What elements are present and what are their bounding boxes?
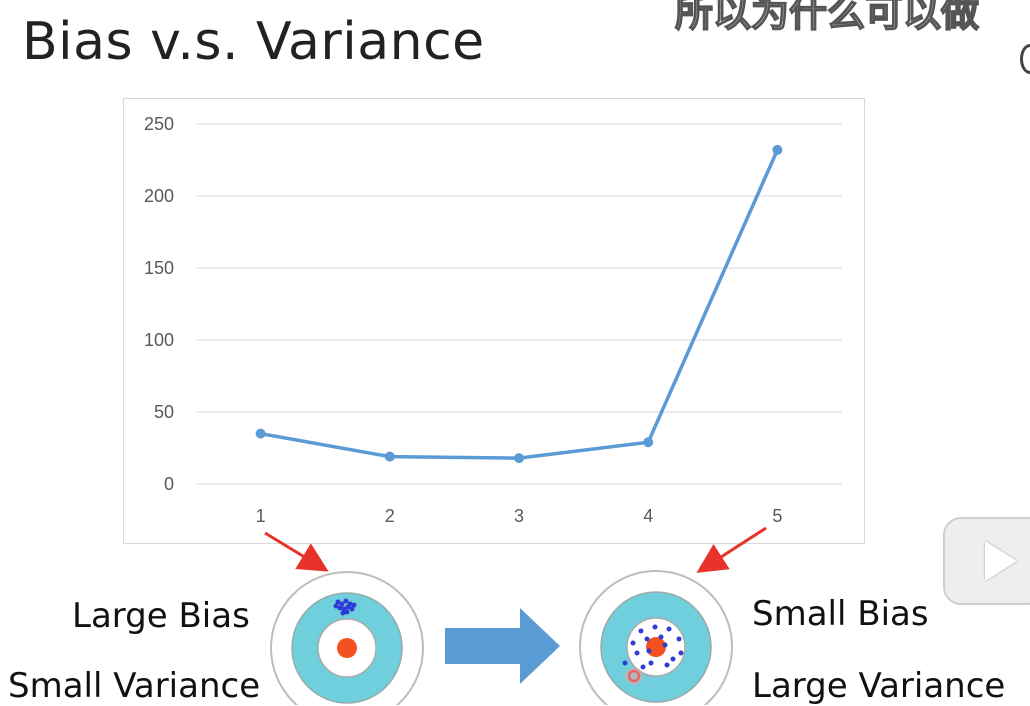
y-tick-label: 200 bbox=[144, 186, 174, 206]
y-tick-label: 0 bbox=[164, 474, 174, 494]
x-tick-label: 4 bbox=[643, 506, 653, 526]
arrow-to-point-1 bbox=[264, 531, 329, 572]
play-icon bbox=[985, 541, 1017, 581]
x-tick-label: 3 bbox=[514, 506, 524, 526]
right-target-dots bbox=[622, 624, 684, 670]
left-target bbox=[270, 571, 424, 705]
right-target bbox=[579, 570, 733, 705]
grid-layer bbox=[196, 123, 842, 485]
right-label-variance: Large Variance bbox=[752, 666, 1006, 706]
data-points bbox=[255, 144, 783, 464]
data-point bbox=[643, 437, 654, 448]
x-tick-labels: 1 2 3 4 5 bbox=[256, 506, 783, 526]
arrow-right-icon bbox=[445, 608, 560, 684]
left-target-dots bbox=[333, 598, 357, 616]
y-tick-label: 250 bbox=[144, 114, 174, 134]
left-label-bias: Large Bias bbox=[72, 596, 250, 636]
slide-title: Bias v.s. Variance bbox=[22, 12, 485, 72]
left-label-variance: Small Variance bbox=[8, 666, 261, 706]
data-point bbox=[772, 144, 783, 155]
data-point bbox=[514, 453, 524, 464]
x-tick-label: 5 bbox=[772, 506, 782, 526]
corner-mark bbox=[1020, 44, 1030, 74]
x-tick-label: 1 bbox=[256, 506, 266, 526]
y-tick-labels: 0 50 100 150 200 250 bbox=[144, 114, 174, 494]
y-tick-label: 50 bbox=[154, 402, 174, 422]
arrow-to-point-5 bbox=[696, 526, 767, 573]
right-label-bias: Small Bias bbox=[752, 594, 929, 634]
chart-svg: 0 50 100 150 200 250 1 2 3 4 5 bbox=[144, 114, 842, 526]
y-tick-label: 150 bbox=[144, 258, 174, 278]
y-tick-label: 100 bbox=[144, 330, 174, 350]
data-point bbox=[384, 451, 395, 462]
x-tick-label: 2 bbox=[385, 506, 395, 526]
data-point bbox=[255, 428, 266, 439]
line-chart: 0 50 100 150 200 250 1 2 3 4 5 bbox=[123, 98, 865, 544]
play-button[interactable] bbox=[943, 517, 1030, 605]
subtitle-overlay: 所以为什么可以做 bbox=[674, 0, 980, 36]
